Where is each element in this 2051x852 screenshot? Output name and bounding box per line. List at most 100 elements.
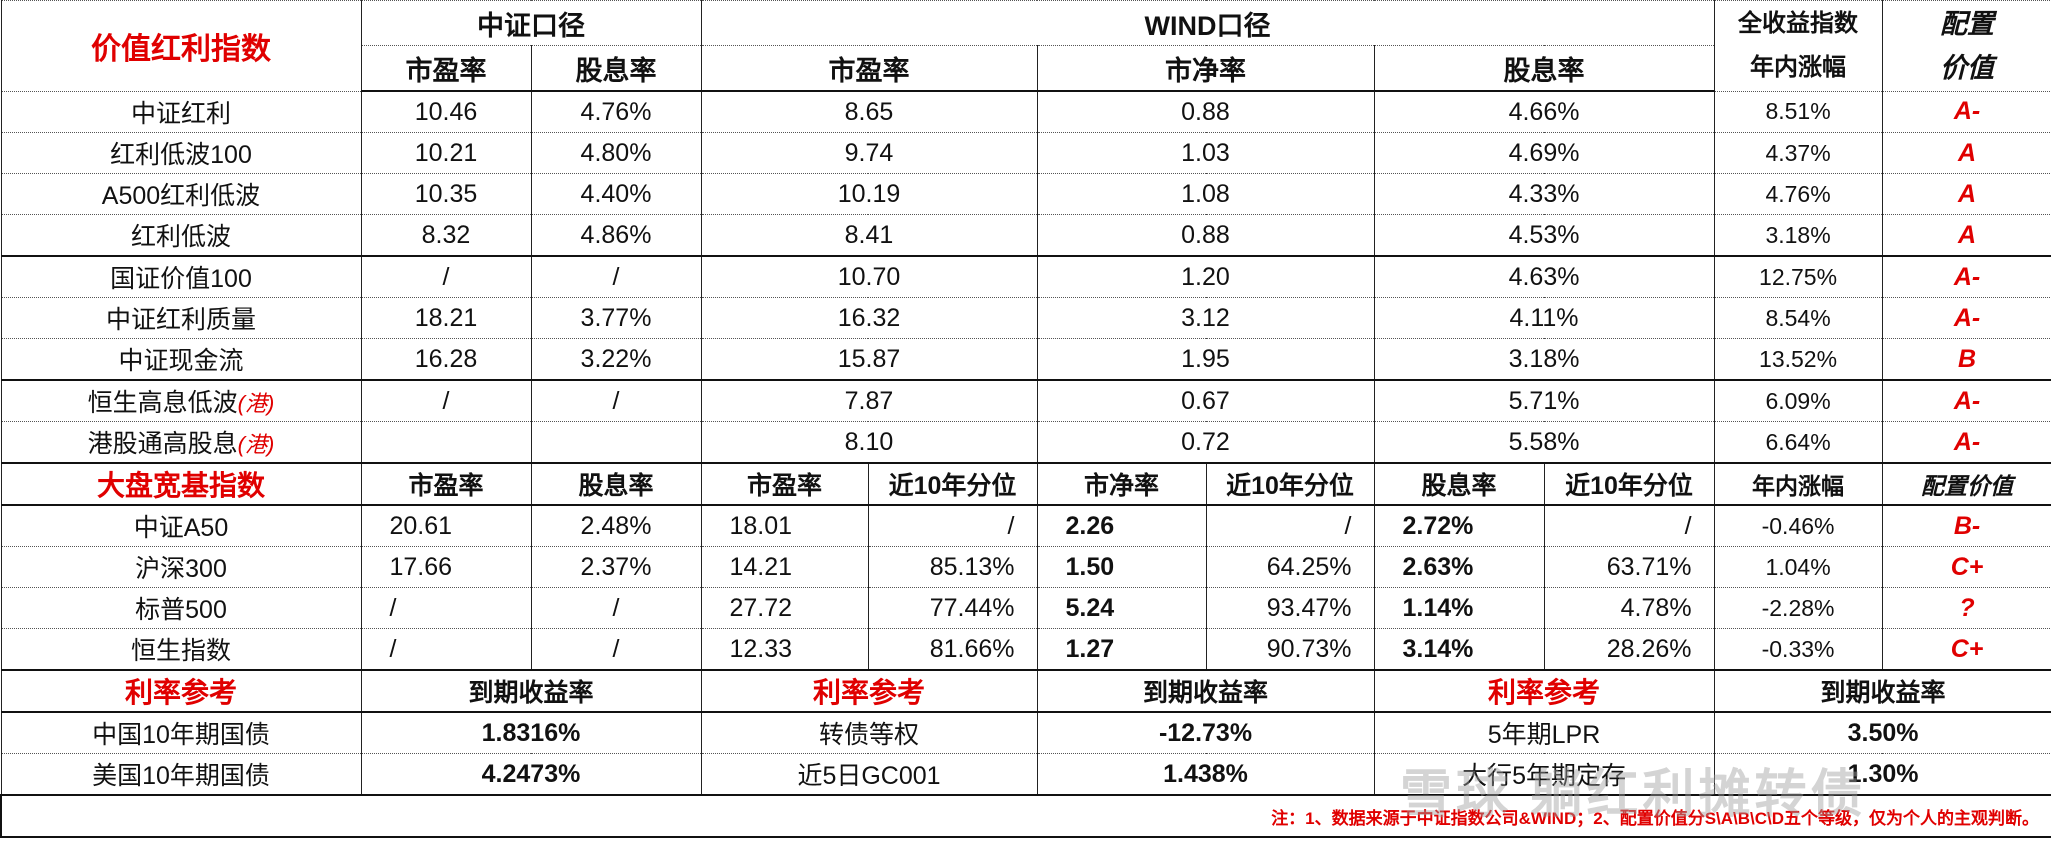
csi-header: 中证口径 <box>360 0 702 46</box>
value-cell: 27.72 <box>700 587 869 629</box>
table-row: 市盈率 股息率 市盈率 市净率 股息率 <box>1 45 2051 92</box>
table-row: 恒生高息低波(港) //7.87 0.67 5.71% 6.09% A- <box>0 379 2051 422</box>
value-cell: -2.28% <box>1713 587 1883 629</box>
csi-dividend-yield <box>530 421 702 464</box>
wind-dividend-yield: 4.11% <box>1373 297 1715 339</box>
wind-pb: 0.88 <box>1036 214 1375 257</box>
rate-value: -12.73% <box>1036 711 1375 754</box>
value-cell: 81.66% <box>867 628 1038 671</box>
ytd-return: 8.51% <box>1713 90 1883 133</box>
rate-name: 美国10年期国债 <box>0 753 362 796</box>
wind-pe: 15.87 <box>700 338 1038 381</box>
rating: A- <box>1881 90 2051 133</box>
wind-dividend-yield: 4.33% <box>1373 173 1715 215</box>
market-tag: (港) <box>237 391 275 416</box>
rate-ref-label: 利率参考 <box>700 669 1038 713</box>
wind-dividend-yield: 4.63% <box>1373 255 1715 298</box>
value-cell: 3.14% <box>1373 628 1545 671</box>
table-row: 中证红利质量 18.21 3.77% 16.32 3.12 4.11% 8.54% A- <box>0 297 2051 339</box>
table-row: 美国10年期国债 4.2473% 近5日GC001 1.438% 大行5年期定存 1.30… <box>0 753 2051 796</box>
table-row: 利率参考 到期收益率 利率参考 到期收益率 利率参考 到期收益率 <box>0 669 2051 713</box>
value-cell: 1.27 <box>1036 628 1207 671</box>
rating-header-line2: 价值 <box>1940 52 1995 83</box>
ytd-header-line2: 年内涨幅 <box>1750 53 1847 81</box>
csi-pe: 18.21 <box>360 297 532 339</box>
column-header: 近10年分位 <box>1205 462 1375 506</box>
column-header: 市盈率 <box>360 462 532 506</box>
section-title: 价值红利指数 <box>0 0 362 92</box>
value-cell: 85.13% <box>867 546 1038 588</box>
csi-pe: 16.28 <box>360 338 532 381</box>
rate-name: 中国10年期国债 <box>0 711 362 754</box>
wind-pe: 8.65 <box>700 90 1038 133</box>
value-cell: 28.26% <box>1543 628 1715 671</box>
ytd-header-line1: 全收益指数 <box>1738 9 1859 37</box>
wind-pe: 9.74 <box>700 132 1038 174</box>
index-name-text: 中证红利 <box>130 99 231 128</box>
column-header: 市盈率 <box>700 462 869 506</box>
yield-label: 到期收益率 <box>360 669 702 713</box>
ytd-return: 4.37% <box>1713 132 1883 174</box>
rating-header-line1: 配置 <box>1940 8 1995 39</box>
csi-dividend-yield: 3.22% <box>530 338 702 381</box>
column-header: 股息率 <box>1373 45 1715 92</box>
csi-dividend-yield: 4.80% <box>530 132 702 174</box>
csi-pe: 10.46 <box>360 90 532 133</box>
wind-pe: 8.10 <box>700 421 1038 464</box>
table-row: 沪深300 17.66 2.37% 14.21 85.13% 1.50 64.25% 2.63… <box>0 546 2051 588</box>
wind-pb: 3.12 <box>1036 297 1375 339</box>
index-name: 沪深300 <box>0 546 362 588</box>
ytd-return: 12.75% <box>1713 255 1883 298</box>
ytd-return: 3.18% <box>1713 214 1883 257</box>
wind-pb: 1.95 <box>1036 338 1375 381</box>
value-cell: 2.37% <box>530 546 702 588</box>
wind-pb: 1.03 <box>1036 132 1375 174</box>
rate-value: 1.8316% <box>360 711 702 754</box>
table-row: 中证红利 10.46 4.76% 8.65 0.88 4.66% 8.51% A- <box>0 90 2051 133</box>
table-row: 港股通高股息(港) 8.10 0.72 5.58% 6.64% A- <box>0 421 2051 464</box>
rating: A- <box>1881 421 2051 464</box>
csi-pe: 10.21 <box>360 132 532 174</box>
value-cell: 2.26 <box>1036 504 1207 547</box>
index-name-text: 国证价值100 <box>110 265 252 293</box>
table-row: A500红利低波 10.35 4.40% 10.19 1.08 4.33% 4.76% A <box>0 173 2051 215</box>
value-cell: 2.72% <box>1373 504 1545 547</box>
value-cell: 2.48% <box>530 504 702 547</box>
value-cell: -0.46% <box>1713 504 1883 547</box>
value-cell: 1.14% <box>1373 587 1545 629</box>
rating: A <box>1881 132 2051 174</box>
footnote-text: 注：1、数据来源于中证指数公司&WIND；2、配置价值分S\A\B\C\D五个等… <box>1271 808 2040 828</box>
value-cell: 12.33 <box>700 628 869 671</box>
footnote: 注：1、数据来源于中证指数公司&WIND；2、配置价值分S\A\B\C\D五个等… <box>0 794 2051 838</box>
rating: B- <box>1881 504 2051 547</box>
value-cell: 64.25% <box>1205 546 1375 588</box>
column-header: 股息率 <box>530 45 702 92</box>
wind-pb: 0.67 <box>1036 379 1375 422</box>
index-name: 中证红利 <box>0 90 362 133</box>
index-name: 港股通高股息(港) <box>0 421 362 464</box>
value-cell: 90.73% <box>1205 628 1375 671</box>
table-row: 大盘宽基指数 市盈率 股息率 市盈率 近10年分位 市净率 近10年分位 股息率 近10年分位年… <box>0 462 2051 506</box>
rating-header: 配置 价值 <box>1881 0 2051 92</box>
index-name: 国证价值100 <box>0 255 362 298</box>
csi-pe: 10.35 <box>360 173 532 215</box>
wind-pb: 0.88 <box>1036 90 1375 133</box>
csi-dividend-yield: 4.76% <box>530 90 702 133</box>
value-cell: / <box>530 587 702 629</box>
rating: A- <box>1881 255 2051 298</box>
value-cell: 93.47% <box>1205 587 1375 629</box>
rate-name: 大行5年期定存 <box>1373 753 1715 796</box>
section-title: 大盘宽基指数 <box>0 462 362 506</box>
csi-pe <box>360 421 532 464</box>
value-cell: -0.33% <box>1713 628 1883 671</box>
index-name: 中证A50 <box>0 504 362 547</box>
wind-header: WIND口径 <box>700 0 1715 46</box>
yield-label: 到期收益率 <box>1713 669 2051 713</box>
wind-pe: 10.19 <box>700 173 1038 215</box>
column-header: 近10年分位 <box>867 462 1038 506</box>
rating: A- <box>1881 297 2051 339</box>
table-row: 红利低波100 10.21 4.80% 9.74 1.03 4.69% 4.37% A <box>0 132 2051 174</box>
rating: C+ <box>1881 546 2051 588</box>
wind-dividend-yield: 4.66% <box>1373 90 1715 133</box>
column-header: 股息率 <box>530 462 702 506</box>
